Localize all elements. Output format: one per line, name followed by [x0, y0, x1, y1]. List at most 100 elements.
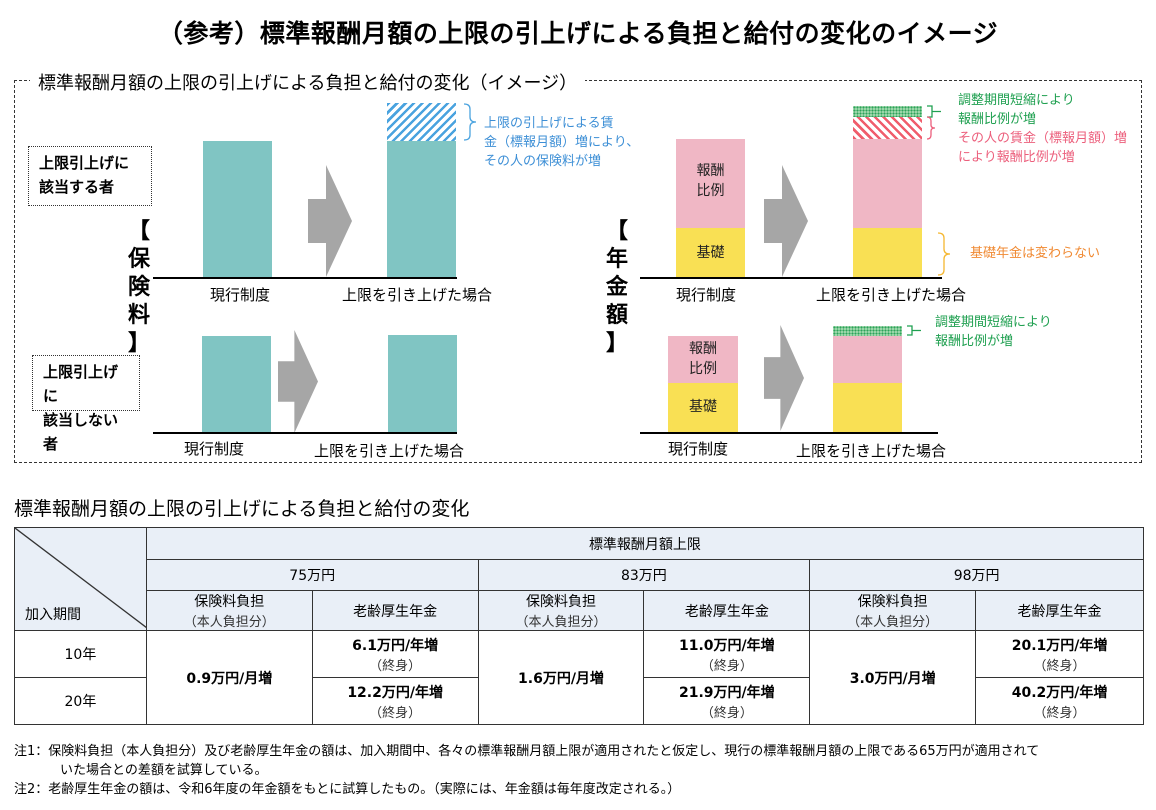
premium-increase-hatch: [387, 103, 456, 141]
x-label-current: 現行制度: [210, 286, 271, 304]
pension-value: 12.2万円/年増 （終身）: [311, 677, 479, 725]
premium-value-98: 3.0万円/月増: [809, 630, 977, 725]
table-section-title: 標準報酬月額の上限の引上げによる負担と給付の変化: [14, 498, 470, 520]
pension-value: 11.0万円/年増 （終身）: [643, 630, 811, 678]
premium-header-sub: （本人負担分）: [183, 615, 275, 630]
pension-amount: 12.2万円/年増: [347, 684, 443, 701]
pension-value: 40.2万円/年増 （終身）: [975, 677, 1144, 725]
premium-header: 保険料負担 （本人負担分）: [809, 590, 977, 631]
segment-label: 報酬: [689, 341, 717, 357]
corner-header: 加入期間: [14, 527, 147, 631]
baseline: [153, 432, 457, 434]
premium-header: 保険料負担 （本人負担分）: [477, 590, 645, 631]
adjust-period-note: 調整期間短縮により 報酬比例が増: [935, 313, 1052, 351]
group-label-line: 該当する者: [39, 178, 115, 196]
basic-pension-bar-raised: [833, 383, 902, 432]
adjust-period-increase: [853, 106, 922, 117]
premium-bar-raised-applicable: [387, 141, 456, 277]
wage-increase-note: その人の賃金（標報月額）増 により報酬比例が増: [958, 129, 1127, 167]
arrow-right-icon: [308, 165, 352, 277]
cap-header-98: 98万円: [809, 559, 1144, 591]
lifetime-note: （終身）: [700, 705, 753, 721]
note-line: 報酬比例が増: [958, 112, 1037, 127]
lifetime-note: （終身）: [1033, 658, 1086, 674]
pension-header: 老齢厚生年金: [643, 590, 811, 631]
premium-header-text: 保険料負担: [525, 594, 596, 610]
pension-vertical-label: 【年金額】: [605, 219, 628, 356]
cap-header-83: 83万円: [477, 559, 811, 591]
lifetime-note: （終身）: [369, 705, 422, 721]
note-line: 金（標報月額）増により、: [484, 135, 640, 150]
premium-vertical-label: 【保険料】: [126, 219, 152, 356]
premium-value-75: 0.9万円/月増: [145, 630, 313, 725]
arrow-right-icon: [278, 330, 318, 433]
earnings-related-bar-current: 報酬 比例: [668, 336, 738, 383]
pension-header: 老齢厚生年金: [975, 590, 1144, 631]
pension-value: 6.1万円/年増 （終身）: [311, 630, 479, 678]
pension-amount: 20.1万円/年増: [1011, 637, 1108, 654]
basic-pension-bar-raised: [853, 228, 922, 277]
footnotes: 注1：保険料負担（本人負担分）及び老齢厚生年金の額は、加入期間中、各々の標準報酬…: [14, 742, 1144, 799]
note-line: その人の保険料が増: [484, 154, 602, 169]
brace-icon: [937, 232, 951, 276]
footnote-1: 注1：保険料負担（本人負担分）及び老齢厚生年金の額は、加入期間中、各々の標準報酬…: [14, 744, 1040, 759]
premium-header-sub: （本人負担分）: [515, 615, 607, 630]
wage-increase-hatch: [853, 117, 922, 139]
group-label-not-applicable: 上限引上げに 該当しない者: [32, 355, 140, 453]
cap-header-75: 75万円: [145, 559, 479, 591]
earnings-related-bar-raised: [833, 336, 902, 383]
lifetime-note: （終身）: [369, 658, 422, 674]
change-table: 加入期間 標準報酬月額上限 75万円 83万円 98万円 保険料負担 （本人負担分…: [14, 527, 1145, 725]
note-line: 上限の引上げによる賃: [484, 116, 614, 131]
pension-value: 21.9万円/年増 （終身）: [643, 677, 811, 725]
pension-amount: 21.9万円/年増: [679, 684, 775, 701]
premium-vertical-text: 保険料: [126, 246, 152, 330]
row-label-10y: 10年: [14, 630, 147, 678]
premium-increase-note: 上限の引上げによる賃 金（標報月額）増により、 その人の保険料が増: [484, 114, 639, 171]
x-label-raised: 上限を引き上げた場合: [342, 286, 493, 304]
earnings-related-bar-current: 報酬 比例: [676, 139, 745, 228]
x-label-current: 現行制度: [668, 440, 729, 458]
diagonal-line: [15, 528, 147, 628]
vertical-char: 金: [605, 275, 628, 300]
basic-pension-bar-current: 基礎: [668, 383, 738, 432]
table-row: 10年 0.9万円/月増 6.1万円/年増 （終身） 1.6万円/月増 11.0万…: [14, 630, 1144, 725]
premium-header-sub: （本人負担分）: [847, 615, 939, 630]
segment-label: 比例: [696, 183, 725, 199]
group-label-line: 上限引上げに: [43, 363, 119, 405]
brace-icon: [907, 325, 921, 336]
brace-icon: [463, 103, 477, 141]
brace-icon: [926, 116, 936, 140]
premium-header-text: 保険料負担: [857, 594, 928, 610]
note-line: 調整期間短縮により: [935, 315, 1052, 330]
x-label-current: 現行制度: [184, 440, 245, 458]
arrow-right-icon: [764, 165, 808, 277]
x-label-raised: 上限を引き上げた場合: [816, 286, 967, 304]
diagram-frame-title: 標準報酬月額の上限の引上げによる負担と給付の変化（イメージ）: [30, 69, 586, 95]
page-title: （参考）標準報酬月額の上限の引上げによる負担と給付の変化のイメージ: [157, 19, 999, 48]
premium-header-text: 保険料負担: [194, 594, 265, 610]
segment-label: 比例: [689, 361, 717, 377]
x-label-current: 現行制度: [676, 286, 737, 304]
group-label-line: 上限引上げに: [39, 154, 130, 172]
vertical-char: 保: [127, 247, 150, 272]
earnings-related-bar-raised: [853, 139, 922, 228]
vertical-char: 年: [605, 247, 628, 272]
note-line: 調整期間短縮により: [958, 93, 1075, 108]
premium-header: 保険料負担 （本人負担分）: [145, 590, 313, 631]
baseline: [153, 277, 457, 279]
segment-label: 基礎: [696, 245, 725, 261]
pension-amount: 11.0万円/年増: [679, 637, 775, 654]
adjust-period-note: 調整期間短縮により 報酬比例が増: [958, 91, 1075, 129]
pension-amount: 6.1万円/年増: [352, 637, 439, 654]
group-label-applicable: 上限引上げに 該当する者: [28, 146, 152, 206]
row-label-20y: 20年: [14, 677, 147, 725]
basic-unchanged-note: 基礎年金は変わらない: [970, 246, 1101, 261]
top-header: 標準報酬月額上限: [145, 527, 1145, 560]
lifetime-note: （終身）: [700, 658, 753, 674]
premium-bar-current-applicable: [203, 141, 272, 277]
group-label-line: 該当しない者: [43, 411, 119, 453]
lifetime-note: （終身）: [1033, 705, 1086, 721]
table-row: 20年 12.2万円/年増 （終身） 21.9万円/年増 （終身） 40.2万円/年…: [14, 677, 1144, 725]
segment-label: 基礎: [689, 399, 717, 415]
